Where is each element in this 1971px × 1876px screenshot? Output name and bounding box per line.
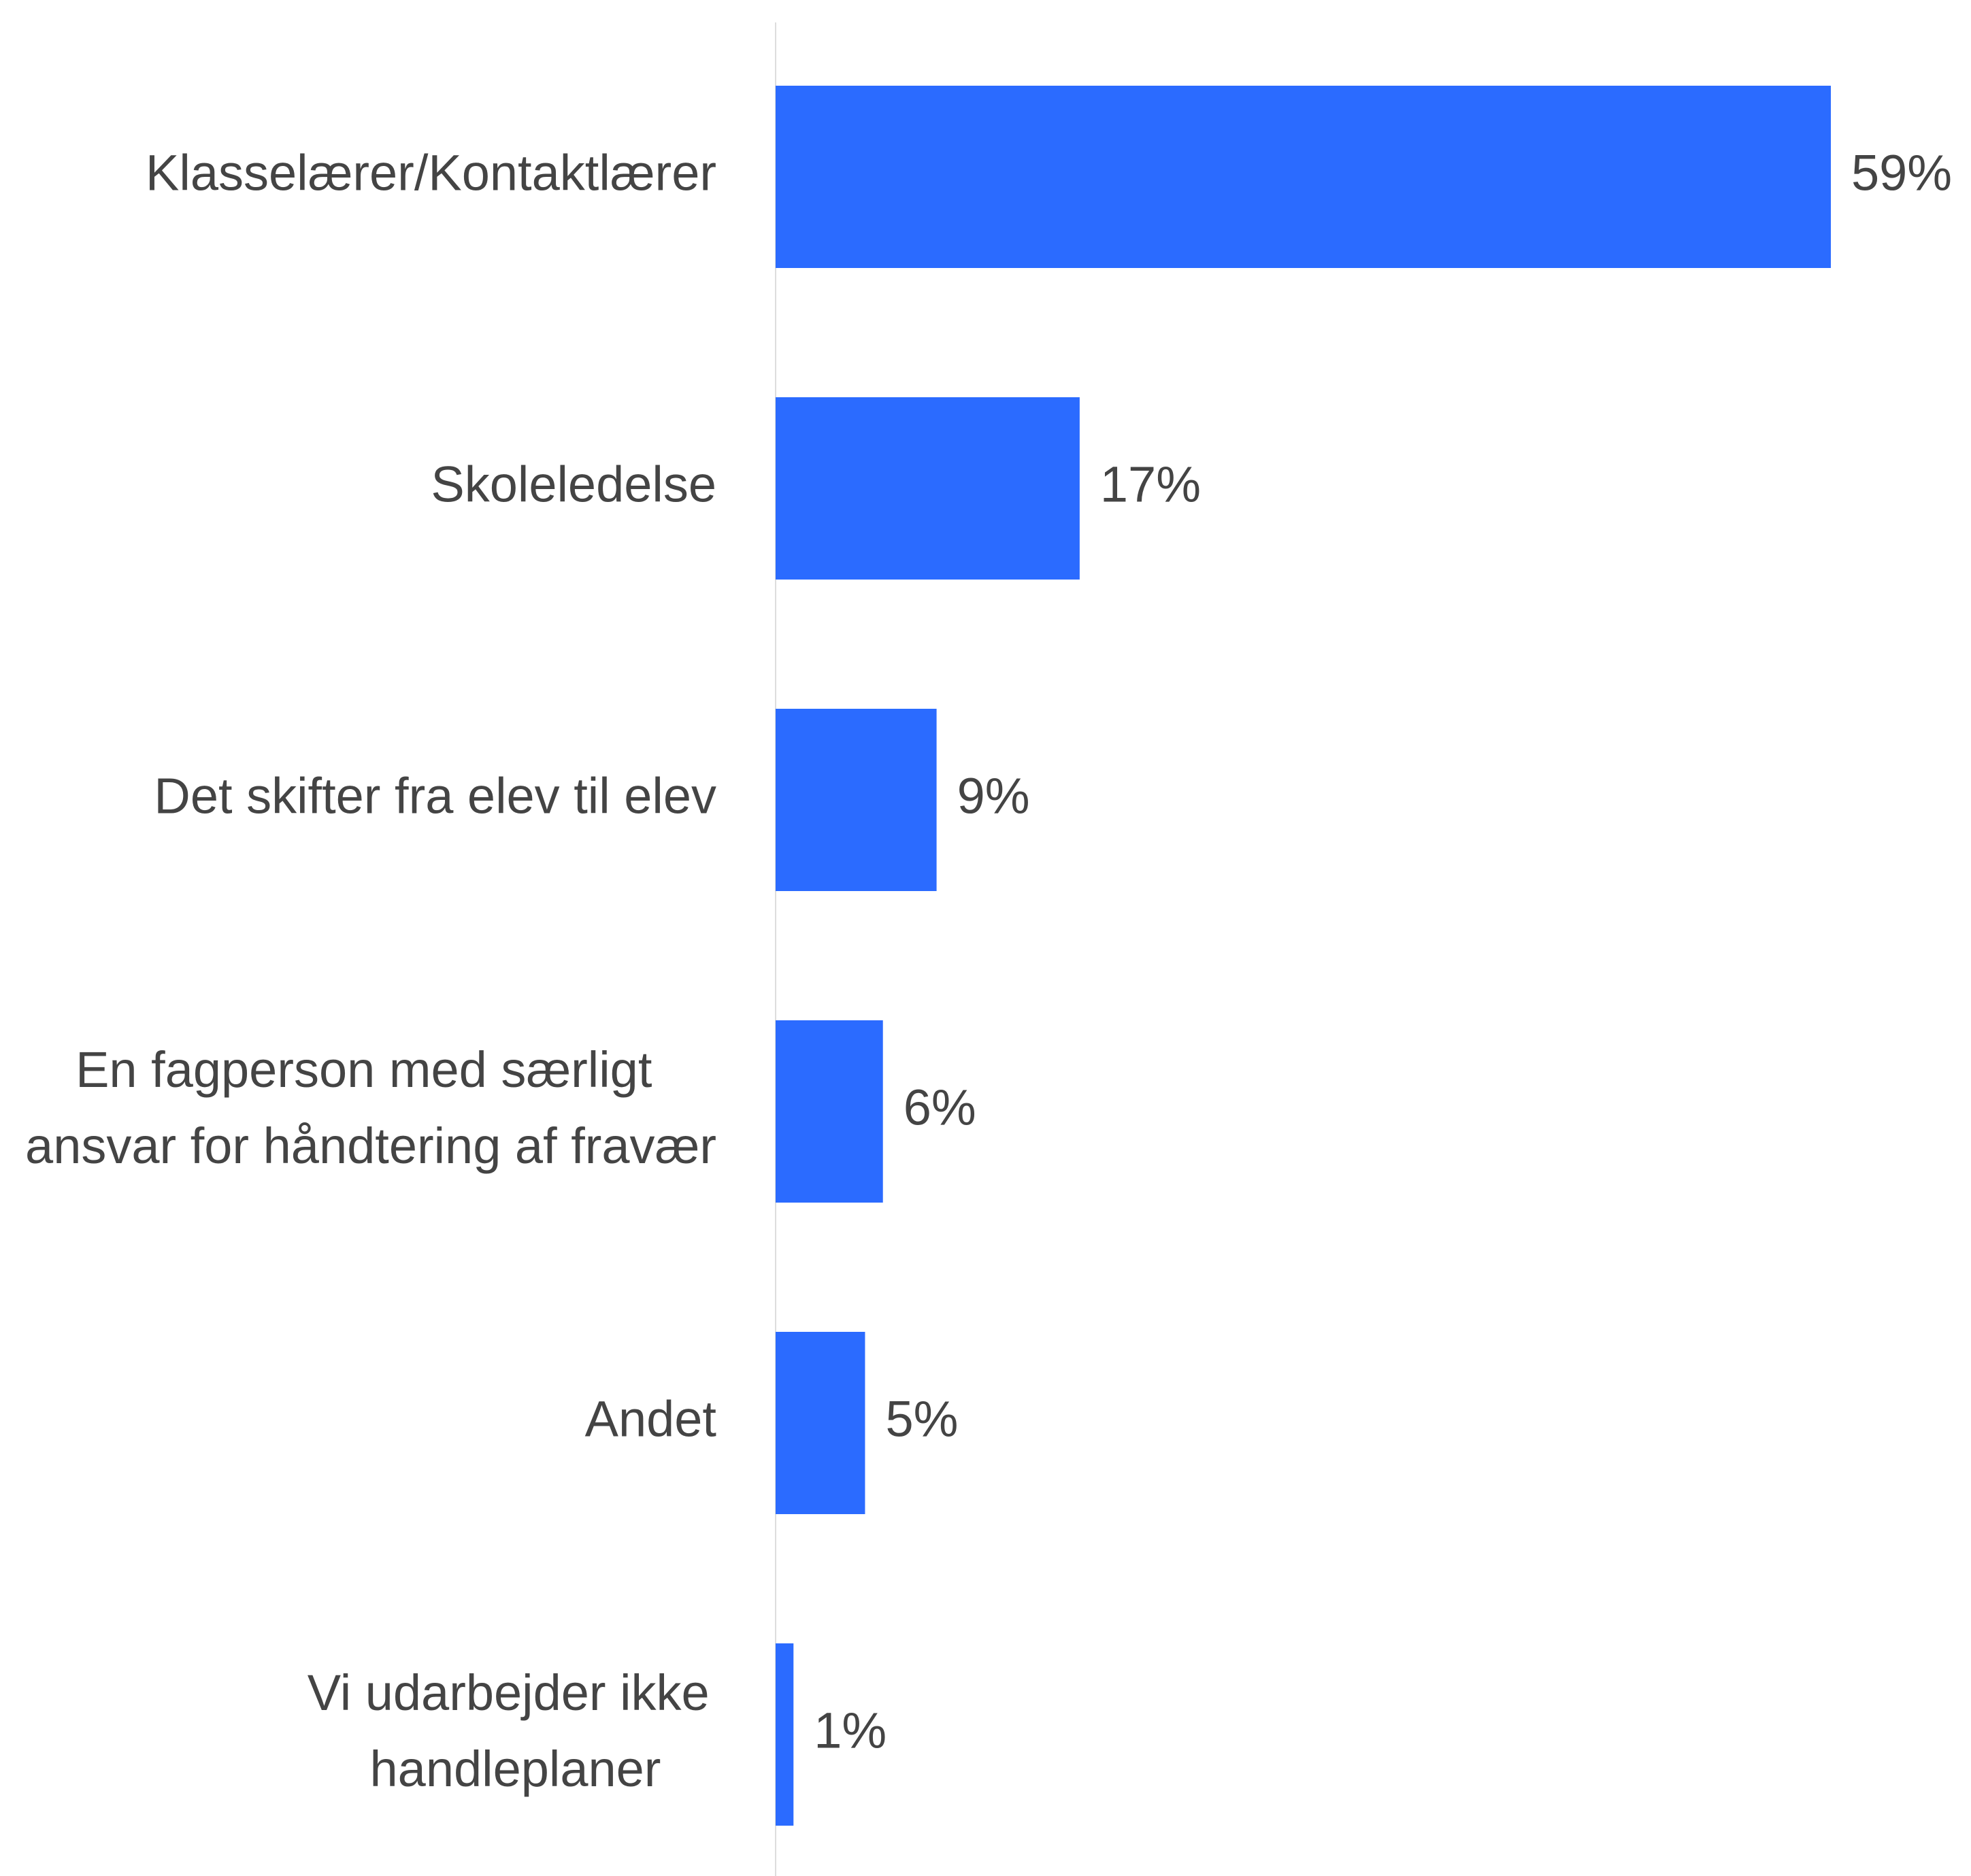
bar	[776, 1020, 883, 1203]
bar	[776, 1332, 865, 1514]
category-label: Andet	[585, 1391, 717, 1447]
bar	[776, 397, 1080, 580]
category-label: Skoleledelse	[431, 456, 716, 513]
bar	[776, 709, 937, 891]
category-label: Det skifter fra elev til elev	[154, 768, 716, 824]
bar	[776, 1643, 794, 1826]
value-label: 9%	[957, 768, 1030, 824]
value-label: 5%	[885, 1391, 958, 1447]
value-label: 17%	[1100, 456, 1201, 513]
value-label: 59%	[1851, 145, 1952, 201]
category-label: Klasselærer/Kontaktlærer	[146, 145, 716, 201]
category-label: Vi udarbejder ikke handleplaner	[308, 1664, 724, 1797]
category-label: En fagperson med særligt ansvar for hånd…	[25, 1041, 716, 1174]
value-label: 1%	[814, 1703, 887, 1759]
value-label: 6%	[904, 1079, 976, 1136]
bar	[776, 86, 1831, 268]
